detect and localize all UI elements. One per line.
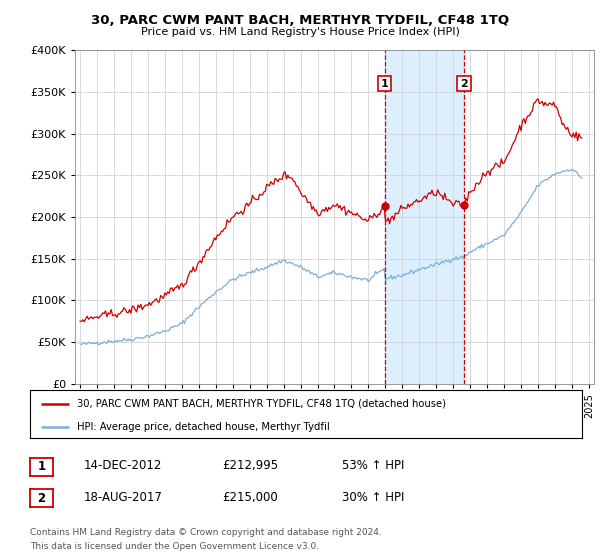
Text: HPI: Average price, detached house, Merthyr Tydfil: HPI: Average price, detached house, Mert…: [77, 422, 329, 432]
Text: 2: 2: [460, 79, 468, 88]
Text: Contains HM Land Registry data © Crown copyright and database right 2024.: Contains HM Land Registry data © Crown c…: [30, 528, 382, 536]
Text: 30, PARC CWM PANT BACH, MERTHYR TYDFIL, CF48 1TQ: 30, PARC CWM PANT BACH, MERTHYR TYDFIL, …: [91, 14, 509, 27]
Text: 53% ↑ HPI: 53% ↑ HPI: [342, 459, 404, 473]
Text: 30% ↑ HPI: 30% ↑ HPI: [342, 491, 404, 504]
Text: 1: 1: [381, 79, 389, 88]
Text: £212,995: £212,995: [222, 459, 278, 473]
Text: This data is licensed under the Open Government Licence v3.0.: This data is licensed under the Open Gov…: [30, 542, 319, 550]
Text: Price paid vs. HM Land Registry's House Price Index (HPI): Price paid vs. HM Land Registry's House …: [140, 27, 460, 38]
Text: 2: 2: [37, 492, 46, 505]
Text: 30, PARC CWM PANT BACH, MERTHYR TYDFIL, CF48 1TQ (detached house): 30, PARC CWM PANT BACH, MERTHYR TYDFIL, …: [77, 399, 446, 409]
Text: 14-DEC-2012: 14-DEC-2012: [84, 459, 163, 473]
Text: £215,000: £215,000: [222, 491, 278, 504]
Text: 18-AUG-2017: 18-AUG-2017: [84, 491, 163, 504]
Text: 1: 1: [37, 460, 46, 473]
Bar: [385, 50, 464, 384]
